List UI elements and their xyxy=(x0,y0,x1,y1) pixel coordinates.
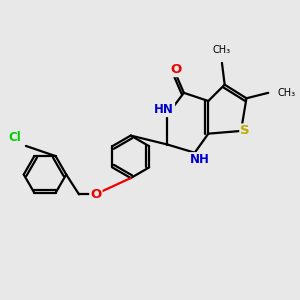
Text: CH₃: CH₃ xyxy=(278,88,296,98)
Text: CH₃: CH₃ xyxy=(213,45,231,55)
Text: O: O xyxy=(170,63,181,76)
Text: HN: HN xyxy=(154,103,174,116)
Text: Cl: Cl xyxy=(9,131,21,144)
Text: O: O xyxy=(90,188,101,201)
Text: NH: NH xyxy=(190,153,210,166)
Text: S: S xyxy=(240,124,250,137)
